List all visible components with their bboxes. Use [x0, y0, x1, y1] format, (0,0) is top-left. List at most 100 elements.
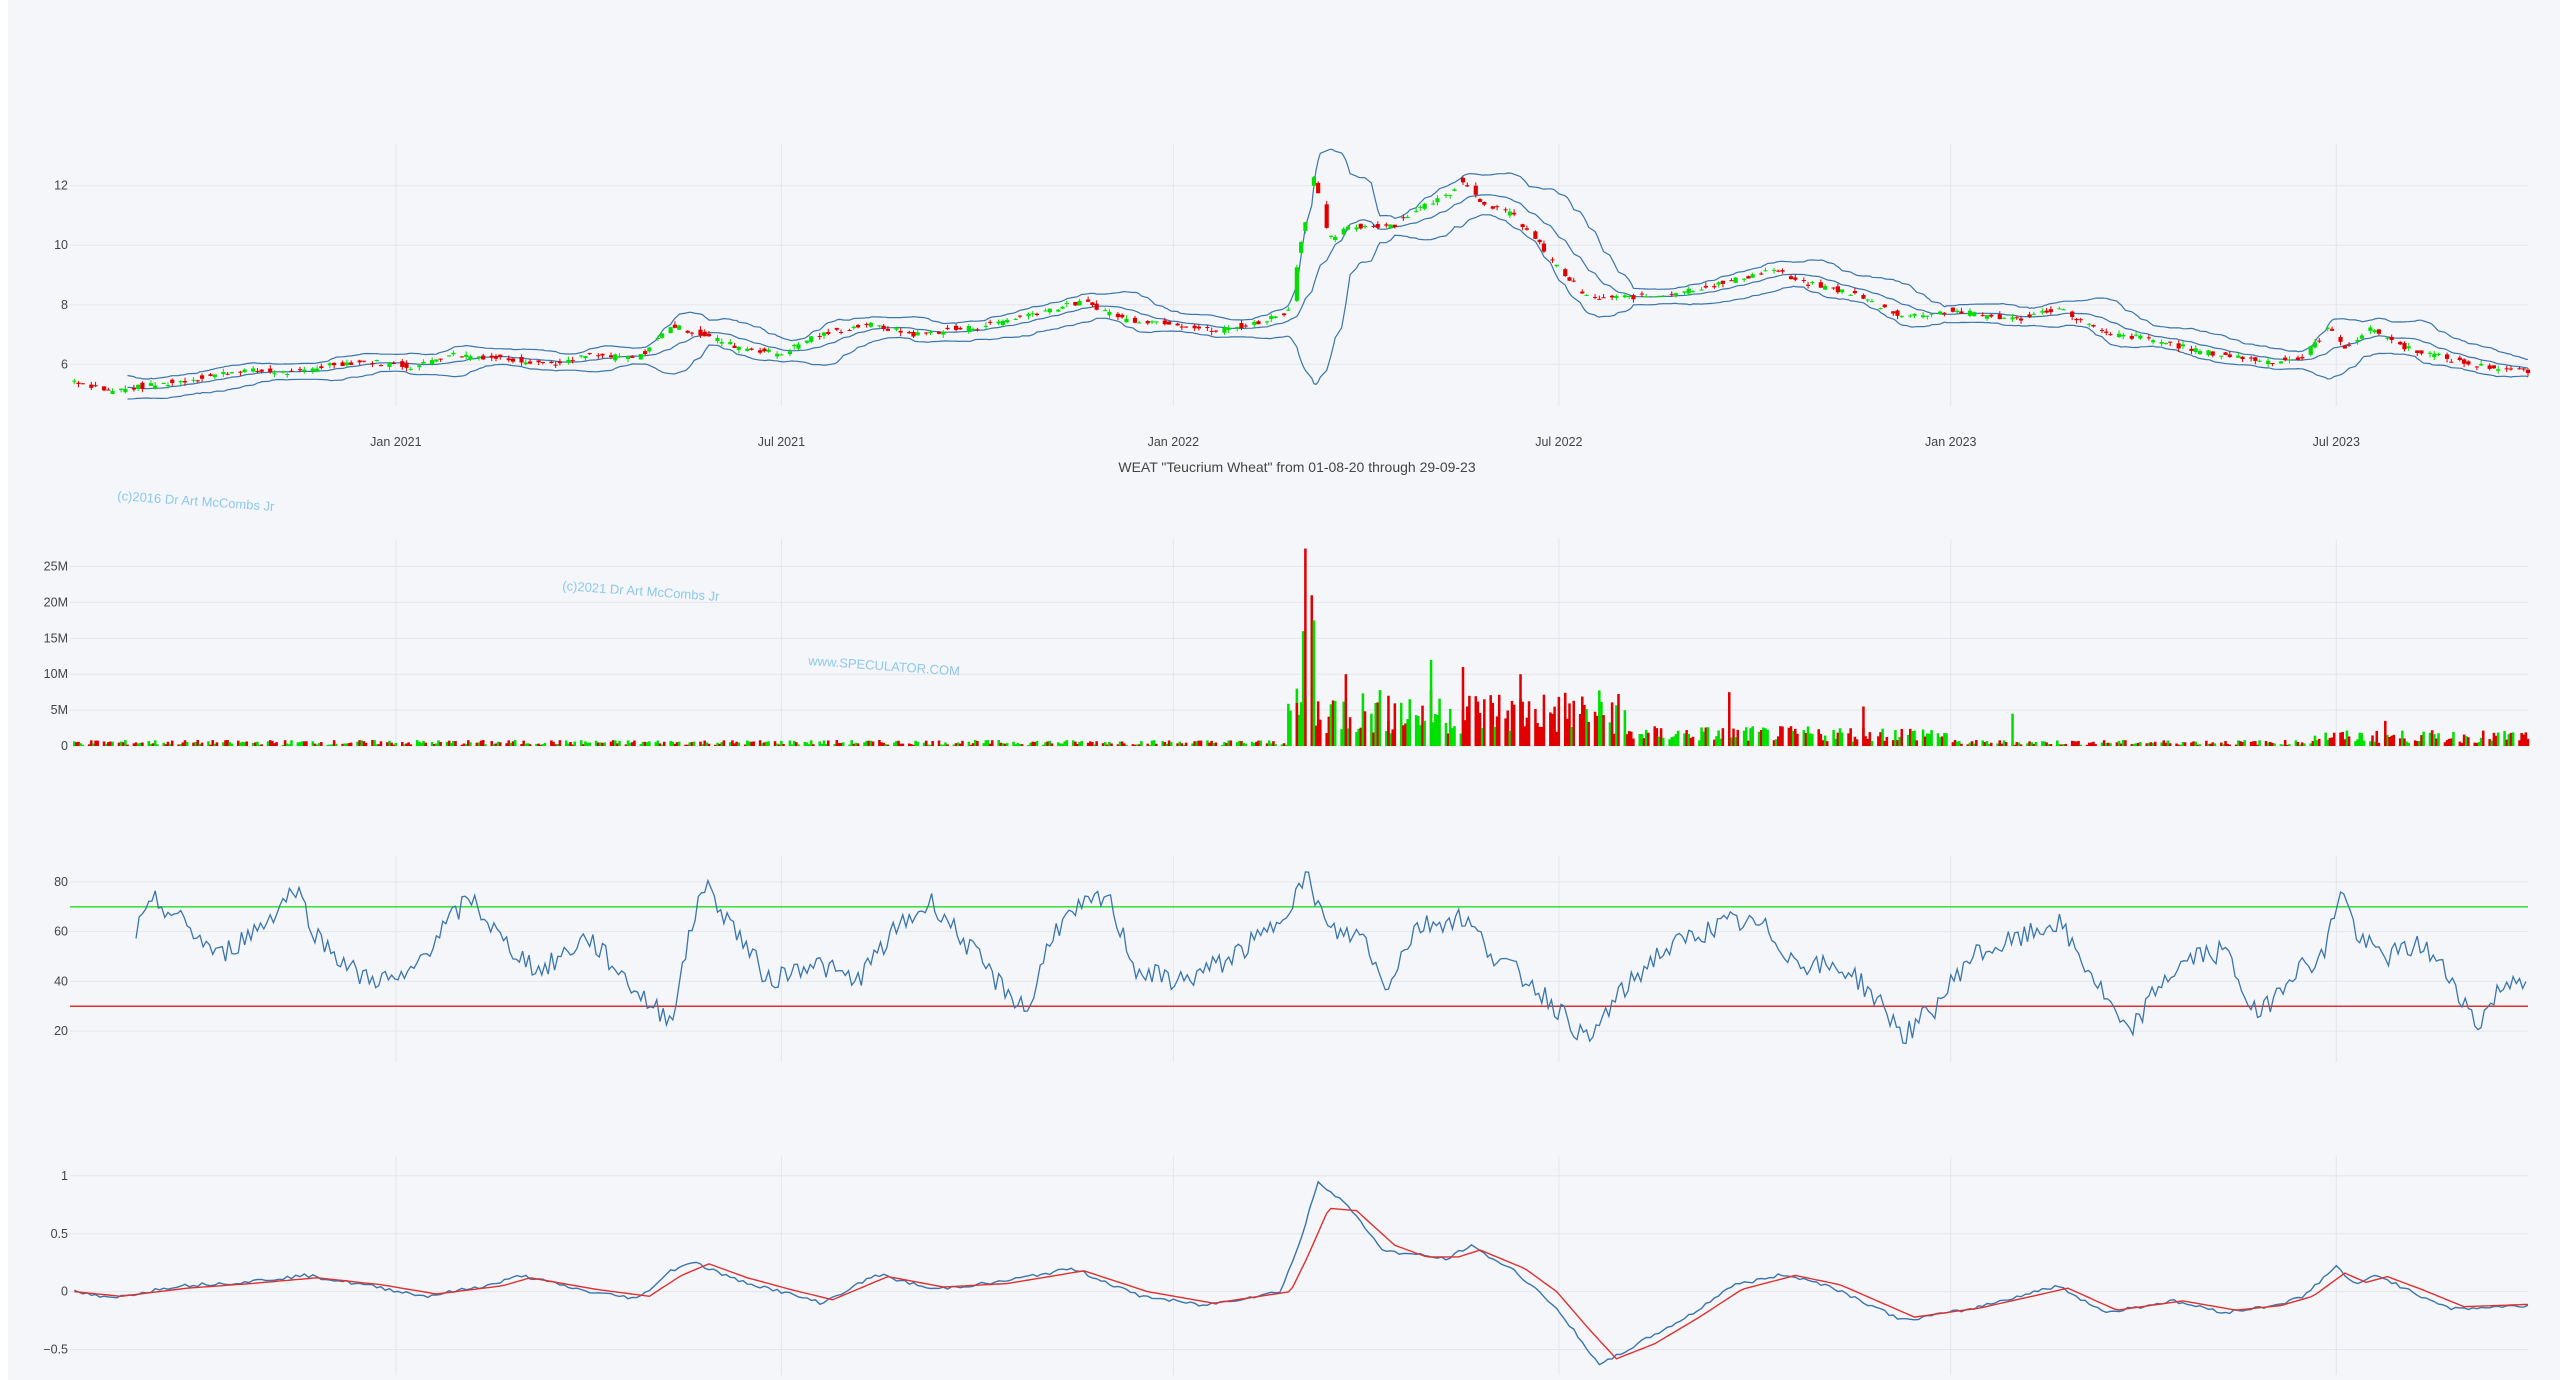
candle-body	[1286, 309, 1291, 311]
volume-bar	[460, 744, 464, 746]
candle-body	[2180, 344, 2186, 347]
volume-bar	[2122, 739, 2125, 746]
candle-body	[319, 366, 324, 369]
volume-bar	[181, 742, 185, 746]
volume-bar	[1926, 733, 1929, 746]
volume-bar	[1057, 742, 1060, 746]
volume-bar	[2019, 744, 2023, 746]
volume-bar	[2477, 742, 2481, 746]
candle-body	[1401, 217, 1406, 219]
volume-bar	[827, 740, 830, 746]
candle-body	[519, 357, 524, 363]
candle-body	[643, 351, 648, 355]
volume-bar	[707, 743, 711, 746]
candle-body	[2278, 361, 2284, 364]
candle-body	[1733, 277, 1738, 283]
candle-body	[221, 372, 226, 375]
volume-bar	[1031, 741, 1035, 746]
volume-bar	[1250, 741, 1254, 746]
volume-bar	[364, 742, 368, 746]
volume-bar	[643, 741, 647, 746]
candle-body	[1793, 277, 1798, 280]
volume-bar	[2004, 742, 2008, 746]
volume-bar	[81, 744, 85, 746]
candle-body	[344, 362, 349, 366]
candle-body	[2427, 352, 2433, 354]
volume-bar	[2239, 741, 2242, 746]
volume-bar	[2017, 742, 2021, 746]
candle-body	[988, 321, 993, 323]
price-y-tick: 8	[61, 298, 68, 312]
candle-body	[2474, 366, 2479, 368]
volume-bar	[1095, 741, 1098, 746]
volume-bar	[824, 744, 828, 746]
volume-bar	[526, 743, 530, 746]
candle-body	[677, 325, 682, 330]
candle-body	[936, 331, 942, 334]
volume-bar	[1014, 744, 1017, 746]
volume-bar	[328, 744, 332, 746]
volume-bar	[2520, 732, 2523, 746]
volume-bar	[1630, 731, 1633, 746]
volume-bar	[988, 743, 992, 746]
volume-bar	[1683, 733, 1686, 746]
volume-bar	[571, 744, 574, 746]
volume-bar	[403, 744, 406, 746]
candle-body	[1720, 280, 1725, 284]
volume-bar	[2224, 741, 2227, 746]
volume-bar	[2060, 744, 2063, 746]
volume-bar	[2207, 743, 2210, 746]
volume-bar	[341, 743, 344, 746]
volume-bar	[388, 740, 391, 746]
volume-bar	[586, 742, 589, 746]
volume-bar	[1525, 717, 1529, 746]
volume-bar	[2479, 737, 2483, 746]
candle-body	[745, 348, 750, 351]
volume-bar	[924, 740, 928, 746]
volume-bar	[2196, 744, 2200, 746]
candle-body	[915, 332, 920, 336]
candle-body	[732, 345, 737, 348]
volume-bar	[136, 743, 140, 746]
candle-body	[1955, 310, 1960, 313]
candle-body	[1256, 321, 1261, 325]
volume-bar	[1235, 742, 1239, 746]
volume-bar	[2079, 744, 2082, 746]
volume-bar	[677, 741, 681, 746]
candle-body	[1895, 310, 1900, 316]
candle-body	[148, 383, 154, 386]
volume-bar	[1133, 744, 1137, 746]
volume-bar	[2190, 742, 2193, 746]
candle-body	[1077, 300, 1082, 306]
candle-body	[1026, 313, 1031, 316]
volume-bar	[1301, 631, 1305, 746]
volume-bar	[437, 740, 440, 746]
candle-body	[983, 325, 988, 327]
volume-bar	[1732, 728, 1735, 746]
volume-bar	[273, 743, 276, 746]
volume-bar	[392, 744, 396, 746]
candle-body	[2346, 344, 2352, 346]
candle-body	[868, 322, 873, 327]
volume-bar	[1289, 710, 1292, 746]
volume-bar	[475, 742, 479, 746]
candle-body	[736, 346, 741, 350]
candle-body	[229, 372, 234, 374]
volume-bar	[579, 740, 583, 746]
candle-body	[1729, 280, 1734, 282]
candle-body	[170, 379, 175, 384]
volume-bar	[765, 741, 768, 746]
volume-bar	[720, 742, 724, 746]
volume-bar	[1444, 722, 1448, 746]
volume-bar	[379, 741, 383, 746]
candle-body	[2479, 363, 2484, 366]
volume-bar	[107, 742, 110, 746]
watermark-copyright-2016: (c)2016 Dr Art McCombs Jr	[117, 488, 276, 514]
volume-bar	[2251, 741, 2255, 746]
candle-body	[1690, 291, 1696, 293]
candle-body	[1891, 311, 1896, 314]
volume-bar	[1050, 743, 1054, 746]
volume-bar	[2507, 734, 2511, 746]
candle-body	[689, 332, 695, 334]
candle-body	[617, 356, 622, 358]
